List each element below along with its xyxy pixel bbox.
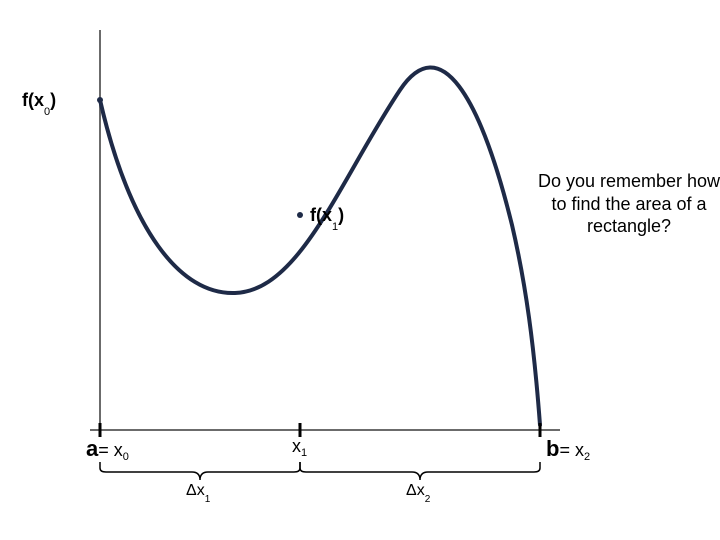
label-dx2: Δx2: [406, 482, 430, 502]
braces: [100, 462, 540, 480]
brace-dx1: [100, 462, 300, 480]
brace-dx2: [300, 462, 540, 480]
label-fx0-close: ): [50, 90, 56, 110]
axes: [90, 30, 560, 430]
label-b-sub: 2: [584, 451, 590, 463]
label-dx1-sub: 1: [205, 494, 211, 505]
label-dx2-sub: 2: [425, 494, 431, 505]
label-fx0-sub: 0: [44, 106, 50, 118]
caption: Do you remember how to find the area of …: [534, 170, 720, 238]
caption-line1: Do you remember how: [538, 171, 720, 191]
label-a-sub: 0: [123, 451, 129, 463]
caption-line2: to find the area of a: [551, 194, 706, 214]
label-a: a= x0: [86, 436, 129, 462]
label-b-eq: = x: [559, 440, 584, 460]
label-dx1: Δx1: [186, 482, 210, 502]
diagram-stage: f(x0) f(x1) a= x0 x1 b= x2 Δx1 Δx2 Do yo…: [0, 0, 720, 540]
point-fx0: [97, 97, 103, 103]
label-fx1: f(x1): [310, 205, 344, 229]
label-a-prefix: a: [86, 436, 98, 461]
label-x1: x1: [292, 436, 307, 457]
label-fx0: f(x0): [22, 90, 56, 114]
label-a-eq: = x: [98, 440, 123, 460]
function-curve: [100, 67, 540, 425]
label-x1-text: x: [292, 436, 301, 456]
point-fx1: [297, 212, 303, 218]
label-x1-sub: 1: [301, 447, 307, 459]
label-dx1-text: Δx: [186, 482, 205, 499]
label-fx1-sub: 1: [332, 221, 338, 233]
label-fx0-text: f(x: [22, 90, 44, 110]
label-b-prefix: b: [546, 436, 559, 461]
caption-line3: rectangle?: [587, 216, 671, 236]
label-fx1-text: f(x: [310, 205, 332, 225]
label-dx2-text: Δx: [406, 482, 425, 499]
label-fx1-close: ): [338, 205, 344, 225]
label-b: b= x2: [546, 436, 590, 462]
